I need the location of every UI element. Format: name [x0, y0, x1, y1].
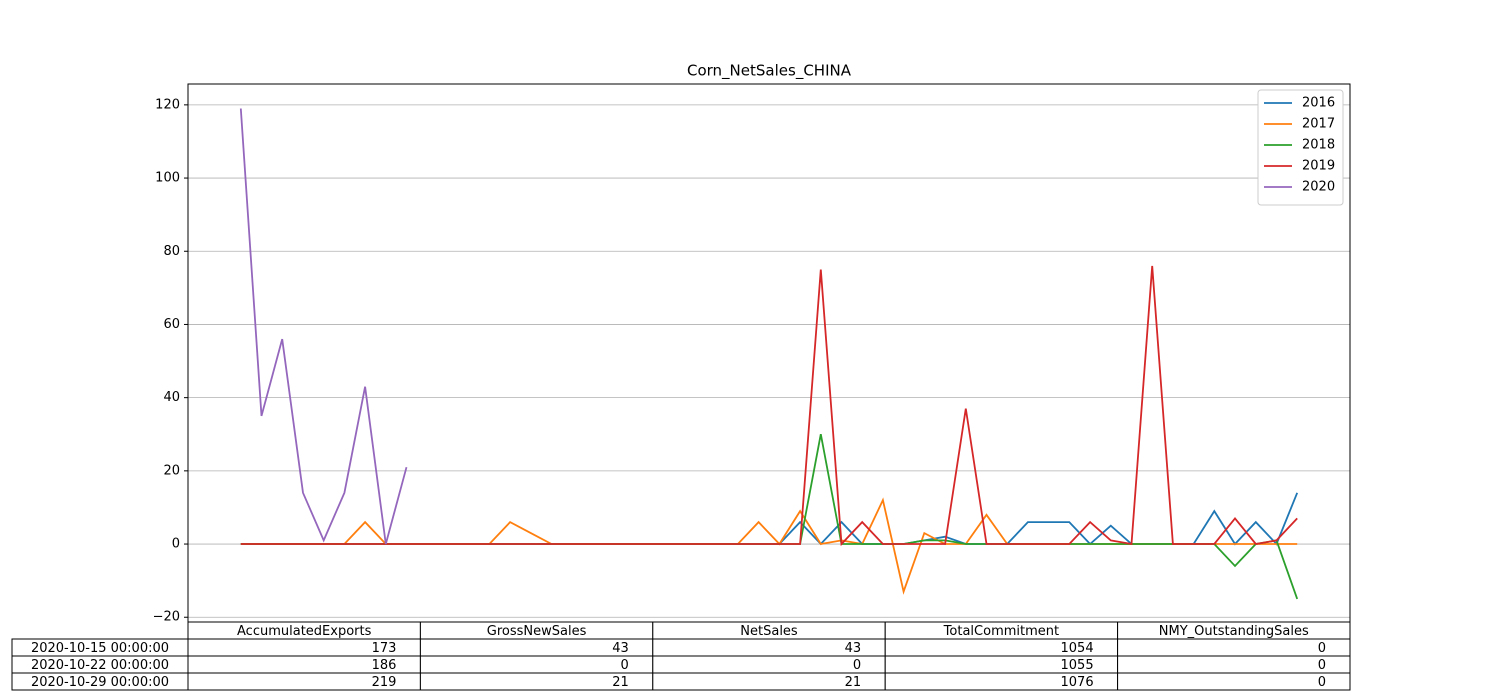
y-tick-label: 20 [163, 463, 180, 478]
y-tick-label: 100 [155, 171, 180, 186]
table-row-label: 2020-10-22 00:00:00 [31, 658, 169, 673]
table-cell [419, 655, 654, 674]
table-value: 0 [853, 658, 861, 673]
table-value: 43 [845, 641, 862, 656]
legend-box [1257, 89, 1344, 206]
table-value: 219 [372, 675, 397, 690]
table-row-label: 2020-10-15 00:00:00 [31, 641, 169, 656]
table-value: 1055 [1061, 658, 1094, 673]
table-value: 0 [1318, 658, 1326, 673]
table-value: 1054 [1061, 641, 1094, 656]
y-tick-label: 120 [155, 97, 180, 112]
series-line [239, 108, 408, 545]
table-cell [1117, 672, 1351, 691]
table-header: TotalCommitment [943, 624, 1059, 639]
table-value: 173 [372, 641, 397, 656]
table-value: 186 [372, 658, 397, 673]
table-value: 0 [621, 658, 629, 673]
table-header: NMY_OutstandingSales [1159, 624, 1309, 639]
table-value: 0 [1318, 641, 1326, 656]
table-value: 43 [612, 641, 629, 656]
y-tick-label: 80 [163, 244, 180, 259]
y-tick-label: 40 [163, 390, 180, 405]
table-cell [1117, 655, 1351, 674]
table-value: 1076 [1061, 675, 1094, 690]
series-line [240, 265, 1298, 547]
chart-title: Corn_NetSales_CHINA [687, 62, 852, 81]
table-cell [652, 655, 886, 674]
table-value: 0 [1318, 675, 1326, 690]
table-row-label: 2020-10-29 00:00:00 [31, 675, 169, 690]
legend-label: 2016 [1302, 96, 1335, 111]
y-tick-label: 60 [163, 317, 180, 332]
table-header: AccumulatedExports [237, 624, 372, 639]
table-value: 21 [612, 675, 629, 690]
table-cell [1117, 638, 1351, 657]
legend-label: 2020 [1302, 180, 1335, 195]
legend-label: 2018 [1302, 138, 1335, 153]
y-tick-label: 0 [172, 537, 180, 552]
table-value: 21 [845, 675, 862, 690]
y-tick-label: −20 [153, 610, 180, 625]
table-header: NetSales [740, 624, 798, 639]
legend-label: 2019 [1302, 159, 1335, 174]
table-header: GrossNewSales [487, 624, 587, 639]
legend-label: 2017 [1302, 117, 1335, 132]
